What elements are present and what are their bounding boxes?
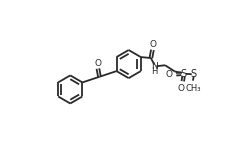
Text: S: S <box>190 69 196 79</box>
Text: H: H <box>150 67 157 76</box>
Text: O: O <box>177 84 184 93</box>
Text: O: O <box>94 59 101 68</box>
Text: S: S <box>180 69 186 79</box>
Text: O: O <box>165 70 172 79</box>
Text: O: O <box>149 40 156 49</box>
Text: CH₃: CH₃ <box>184 84 200 93</box>
Text: N: N <box>150 62 157 71</box>
